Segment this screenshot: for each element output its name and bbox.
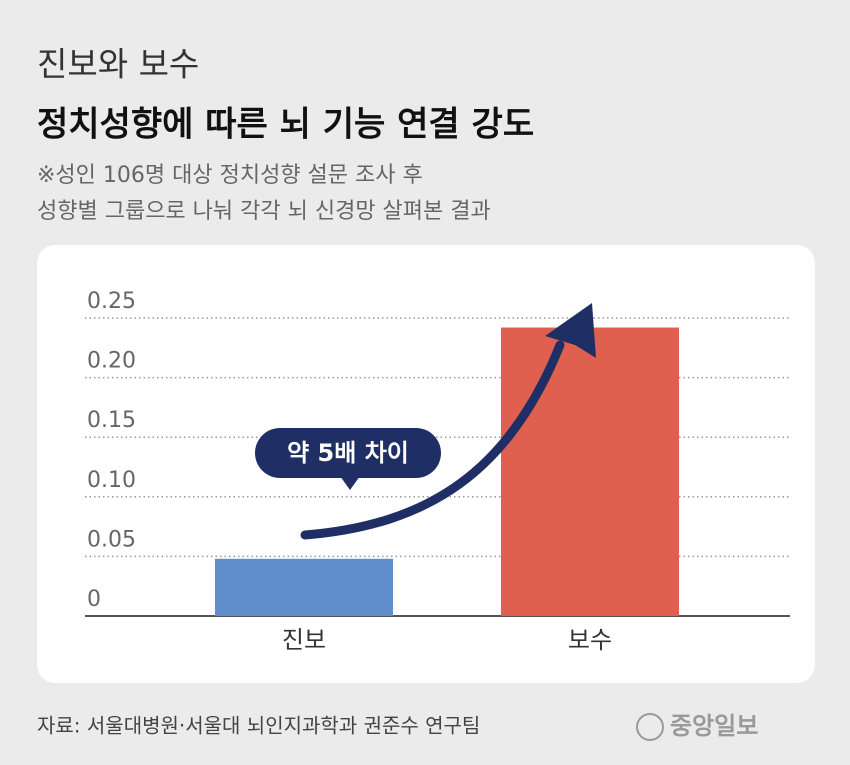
bar <box>501 327 679 616</box>
y-tick-label: 0.10 <box>87 468 136 493</box>
publisher: 중앙일보 <box>670 712 758 740</box>
x-tick-label: 진보 <box>282 626 326 654</box>
arrow-shaft <box>300 340 565 540</box>
title: 진보와 보수 <box>37 45 199 84</box>
y-tick-label: 0 <box>87 587 101 612</box>
bubble-box <box>255 428 441 478</box>
logo-icon <box>636 713 664 741</box>
x-tick-label: 보수 <box>568 626 612 654</box>
y-tick-label: 0.15 <box>87 408 136 433</box>
y-tick-label: 0.05 <box>87 527 136 552</box>
bar <box>215 558 393 616</box>
bubble-pointer <box>340 476 360 490</box>
trend-arrow <box>300 303 596 540</box>
annotation-bubble: 약 5배 차이 <box>255 428 441 490</box>
y-tick-label: 0.20 <box>87 349 136 374</box>
note: ※성인 106명 대상 정치성향 설문 조사 후 <box>37 163 423 188</box>
source: 자료: 서울대병원·서울대 뇌인지과학과 권준수 연구팀 <box>37 714 480 738</box>
subtitle: 정치성향에 따른 뇌 기능 연결 강도 <box>37 105 534 145</box>
plot: 0 0.05 0.10 0.15 0.20 0.25 진보 보수 <box>85 289 790 654</box>
annotation: 약 5배 차이 <box>287 439 409 467</box>
note: 성향별 그룹으로 나눠 각각 뇌 신경망 살펴본 결과 <box>37 199 491 224</box>
y-tick-label: 0.25 <box>87 289 136 314</box>
arrow-head <box>545 303 596 358</box>
